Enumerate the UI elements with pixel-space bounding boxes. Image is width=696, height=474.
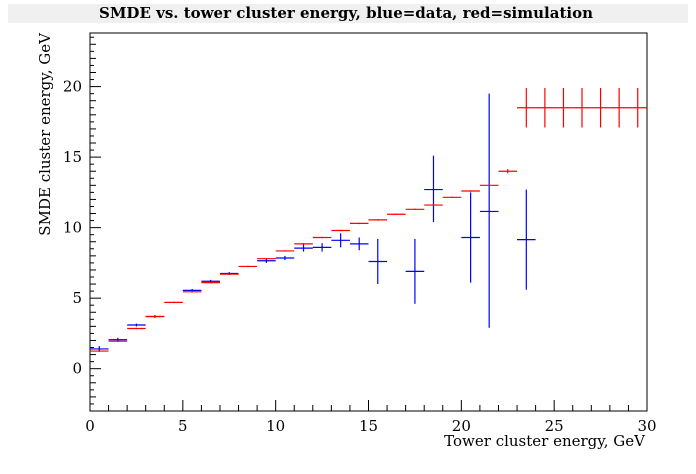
chart-title: SMDE vs. tower cluster energy, blue=data… xyxy=(99,4,593,22)
data-point xyxy=(275,255,295,261)
data-point xyxy=(331,233,350,248)
data-point xyxy=(609,88,629,128)
data-point xyxy=(572,88,592,128)
data-point xyxy=(368,219,388,221)
x-tick-label: 10 xyxy=(266,417,285,435)
x-tick-label: 20 xyxy=(452,417,471,435)
x-tick-label: 25 xyxy=(545,417,564,435)
title-background xyxy=(8,4,688,23)
data-point xyxy=(90,350,109,352)
y-tick-label: 5 xyxy=(72,289,82,307)
data-point xyxy=(517,189,536,290)
data-point xyxy=(461,190,480,192)
data-point xyxy=(257,257,276,260)
data-point xyxy=(387,213,406,215)
data-point xyxy=(331,229,350,232)
data-point xyxy=(405,208,425,211)
data-point xyxy=(294,244,313,252)
data-point xyxy=(424,155,443,222)
data-point xyxy=(182,291,202,293)
data-point xyxy=(535,88,555,128)
data-point xyxy=(498,169,518,174)
x-tick-label: 30 xyxy=(637,417,656,435)
y-axis-label: SMDE cluster energy, GeV xyxy=(36,32,54,236)
data-point xyxy=(479,93,499,328)
data-point xyxy=(127,323,146,327)
data-point xyxy=(145,315,165,318)
series-data xyxy=(90,93,536,352)
y-tick-label: 15 xyxy=(63,148,82,166)
data-point xyxy=(294,243,313,245)
data-point xyxy=(219,273,239,275)
x-tick-label: 15 xyxy=(359,417,378,435)
y-tick-label: 20 xyxy=(63,78,82,96)
x-tick-label: 5 xyxy=(178,417,188,435)
data-point xyxy=(349,222,369,225)
data-point xyxy=(238,265,258,268)
data-point xyxy=(591,88,610,128)
data-point xyxy=(108,340,128,342)
data-point xyxy=(349,237,369,251)
data-point xyxy=(312,243,332,252)
data-point xyxy=(201,281,220,284)
data-point xyxy=(164,301,183,304)
data-point xyxy=(405,238,425,304)
data-point xyxy=(628,88,647,128)
data-point xyxy=(312,236,332,239)
data-point xyxy=(442,196,462,199)
y-tick-label: 10 xyxy=(63,219,82,237)
data-point xyxy=(275,250,295,252)
data-point xyxy=(127,327,146,330)
x-axis-label: Tower cluster energy, GeV xyxy=(444,432,646,450)
axis-ticks: 0 5 10 15 20 25 30 0 5 10 15 20 xyxy=(63,36,657,435)
data-point xyxy=(461,192,480,283)
data-point xyxy=(479,184,499,187)
y-tick-label: 0 xyxy=(72,360,82,378)
data-point xyxy=(368,238,388,285)
x-tick-label: 0 xyxy=(85,417,95,435)
data-point xyxy=(517,88,536,128)
series-simulation xyxy=(90,88,647,352)
series-layer xyxy=(90,88,647,352)
data-point xyxy=(554,88,573,128)
data-point xyxy=(424,204,443,206)
